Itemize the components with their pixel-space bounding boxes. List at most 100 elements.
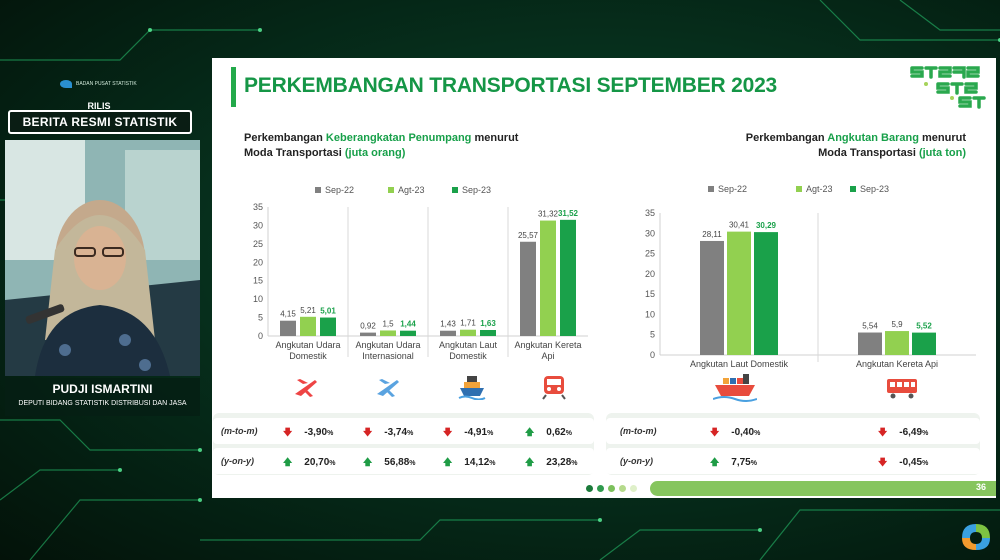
freight-train-icon xyxy=(887,379,917,399)
speaker-name-plate: PUDJI ISMARTINI DEPUTI BIDANG STATISTIK … xyxy=(5,378,200,416)
data-label: 1,5 xyxy=(382,319,394,328)
rilis-label: RILIS xyxy=(87,101,111,111)
plane-international-icon xyxy=(377,379,399,397)
bar xyxy=(885,331,909,355)
percent-sign: % xyxy=(571,460,578,467)
progress-dot xyxy=(597,485,604,492)
y-tick-label: 20 xyxy=(253,257,263,267)
cargo-bar-chart: Sep-22 Agt-23 Sep-23 0 5 10 15 20 25 30 35 28,11 30,… xyxy=(636,180,976,381)
cargo-change-table: (m-to-m) 🡇 -0,40% 🡇 -6,49% (y-on-y) 🡅 7,75%… xyxy=(606,413,980,475)
row-label: (y-on-y) xyxy=(620,456,653,466)
change-cell: 🡇 -3,90% xyxy=(283,425,333,441)
bar xyxy=(727,231,751,355)
passenger-chart-header: Perkembangan Keberangkatan Penumpang men… xyxy=(244,131,518,161)
data-label: 1,43 xyxy=(440,320,456,329)
legend-swatch xyxy=(315,187,321,193)
train-icon xyxy=(542,376,566,400)
percent-sign: % xyxy=(750,460,757,467)
change-cell: 🡅 14,12% xyxy=(443,455,496,471)
change-cell: 🡇 -0,40% xyxy=(710,425,760,441)
category-label: Angkutan Kereta xyxy=(514,340,581,350)
header-unit: (juta orang) xyxy=(344,147,406,159)
change-cell: 🡅 0,62% xyxy=(525,425,572,441)
data-label: 5,54 xyxy=(862,322,878,331)
table-row-mtm: (m-to-m) 🡇 -3,90% 🡇 -3,74% 🡇 -4,91% 🡅 0,62% xyxy=(213,418,594,444)
header-text: Moda Transportasi xyxy=(818,147,919,159)
legend-label: Sep-23 xyxy=(860,184,889,194)
change-cell: 🡇 -4,91% xyxy=(443,425,493,441)
legend-label: Agt-23 xyxy=(806,184,833,194)
change-value: 56,88 xyxy=(384,457,410,468)
data-label: 25,57 xyxy=(518,231,539,240)
cargo-ship-icon xyxy=(713,374,757,402)
arrow-down-icon: 🡇 xyxy=(363,427,373,437)
legend-label: Sep-22 xyxy=(325,185,354,195)
bps-logo: BADAN PUSAT STATISTIK xyxy=(60,80,137,88)
data-label: 4,15 xyxy=(280,310,296,319)
y-tick-label: 25 xyxy=(253,239,263,249)
header-highlight: Angkutan Barang xyxy=(827,132,919,144)
data-label: 5,01 xyxy=(320,307,336,316)
bar xyxy=(480,329,496,336)
title-accent-bar xyxy=(231,67,236,107)
st2023-logo-icon xyxy=(910,66,986,109)
arrow-up-icon: 🡅 xyxy=(710,457,720,467)
arrow-down-icon: 🡇 xyxy=(710,427,720,437)
arrow-down-icon: 🡇 xyxy=(878,427,888,437)
arrow-up-icon: 🡅 xyxy=(283,457,293,467)
data-label: 30,41 xyxy=(729,221,750,230)
category-label: Domestik xyxy=(289,351,327,361)
plane-domestic-icon xyxy=(295,379,317,397)
legend-swatch xyxy=(708,186,714,192)
table-row-yoy: (y-on-y) 🡅 7,75% 🡇 -0,45% xyxy=(606,448,980,474)
bar xyxy=(754,232,778,355)
data-label: 31,52 xyxy=(558,209,579,218)
category-label: Angkutan Laut Domestik xyxy=(690,359,789,369)
bar xyxy=(540,220,556,336)
header-unit: (juta ton) xyxy=(918,147,966,159)
change-cell: 🡇 -3,74% xyxy=(363,425,413,441)
legend-label: Sep-23 xyxy=(462,185,491,195)
data-label: 30,29 xyxy=(756,221,777,230)
progress-dot xyxy=(608,485,615,492)
change-value: 0,62 xyxy=(546,427,566,438)
category-label: Internasional xyxy=(362,351,414,361)
change-cell: 🡅 56,88% xyxy=(363,455,416,471)
change-value: 23,28 xyxy=(546,457,572,468)
arrow-up-icon: 🡅 xyxy=(443,457,453,467)
ship-icon xyxy=(458,376,486,400)
berita-resmi-banner: BERITA RESMI STATISTIK xyxy=(8,110,192,134)
category-label: Domestik xyxy=(449,351,487,361)
change-value: -6,49 xyxy=(899,427,923,438)
bar xyxy=(560,219,576,336)
percent-sign: % xyxy=(407,430,414,437)
passenger-change-table: (m-to-m) 🡇 -3,90% 🡇 -3,74% 🡇 -4,91% 🡅 0,62% … xyxy=(213,413,594,475)
change-cell: 🡅 20,70% xyxy=(283,455,336,471)
bar xyxy=(380,330,396,336)
progress-dot xyxy=(630,485,637,492)
bps-logo-icon xyxy=(60,80,72,88)
legend-swatch xyxy=(388,187,394,193)
y-tick-label: 5 xyxy=(258,313,263,323)
legend-label: Agt-23 xyxy=(398,185,425,195)
arrow-down-icon: 🡇 xyxy=(443,427,453,437)
change-value: -4,91 xyxy=(464,427,488,438)
bar xyxy=(460,329,476,336)
bar xyxy=(912,332,936,355)
y-tick-label: 10 xyxy=(645,309,655,319)
category-label: Angkutan Udara xyxy=(355,340,420,350)
arrow-up-icon: 🡅 xyxy=(363,457,373,467)
bar xyxy=(320,317,336,336)
arrow-up-icon: 🡅 xyxy=(525,457,535,467)
change-cell: 🡇 -0,45% xyxy=(878,455,928,471)
row-label: (y-on-y) xyxy=(221,456,254,466)
y-tick-label: 0 xyxy=(650,350,655,360)
y-tick-label: 10 xyxy=(253,294,263,304)
arrow-up-icon: 🡅 xyxy=(525,427,535,437)
arrow-down-icon: 🡇 xyxy=(283,427,293,437)
data-label: 5,21 xyxy=(300,306,316,315)
percent-sign: % xyxy=(409,460,416,467)
category-label: Api xyxy=(541,351,554,361)
slide-progress-dots xyxy=(586,485,637,492)
legend-swatch xyxy=(452,187,458,193)
